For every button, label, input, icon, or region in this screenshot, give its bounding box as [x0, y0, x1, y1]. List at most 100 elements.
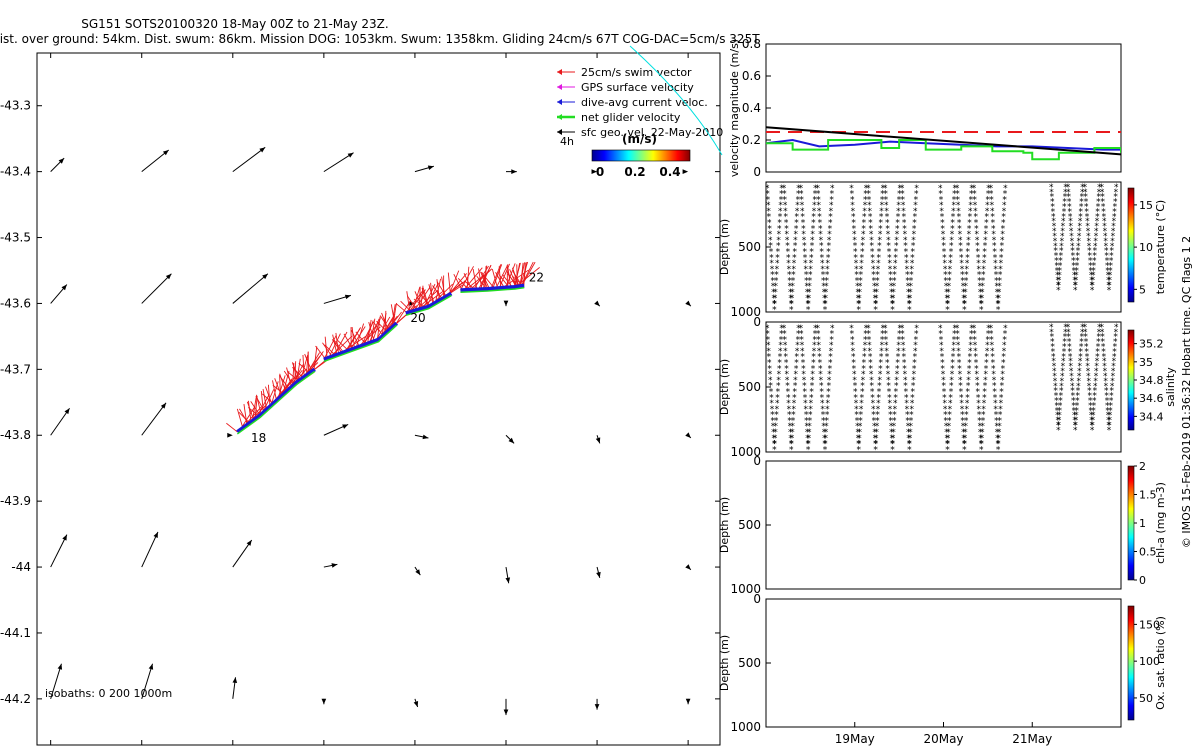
- profile-point: *: [863, 190, 868, 200]
- profile-point: *: [969, 184, 974, 194]
- profile-point: *: [1105, 401, 1110, 411]
- depth-tick-label: 1000: [730, 445, 761, 459]
- oxygen-axes: [765, 598, 1122, 728]
- profile-point: *: [849, 178, 854, 188]
- profile-point: *: [1078, 222, 1083, 232]
- profile-point: *: [1112, 217, 1117, 227]
- geo-velocity-arrowhead: [594, 704, 600, 710]
- profile-point: *: [1074, 271, 1079, 281]
- profile-point: *: [903, 376, 908, 386]
- profile-point: *: [799, 190, 804, 200]
- profile-point: *: [879, 359, 884, 369]
- profile-point: *: [806, 440, 811, 450]
- profile-point: *: [892, 276, 897, 286]
- depth-tick-label: 1000: [730, 720, 761, 734]
- map-ytick-label: -44: [11, 560, 31, 574]
- profile-point: *: [773, 434, 778, 444]
- profile-point: *: [1097, 323, 1102, 333]
- profile-point: *: [1081, 318, 1086, 328]
- profile-point: *: [872, 416, 877, 426]
- profile-point: *: [803, 253, 808, 263]
- profile-point: *: [1078, 212, 1083, 222]
- profile-point: *: [806, 300, 811, 310]
- profile-point: *: [1054, 261, 1059, 271]
- profile-point: *: [872, 288, 877, 298]
- profile-point: *: [887, 399, 892, 409]
- profile-point: *: [1114, 178, 1119, 188]
- profile-point: *: [896, 347, 901, 357]
- profile-point: *: [895, 219, 900, 229]
- profile-point: *: [1049, 178, 1054, 188]
- profile-point: *: [802, 376, 807, 386]
- map-ytick-label: -43.6: [0, 296, 31, 310]
- profile-point: *: [805, 422, 810, 432]
- geo-velocity-arrow: [141, 531, 159, 568]
- profile-point: *: [1096, 333, 1101, 343]
- profile-point: *: [826, 253, 831, 263]
- profile-point: *: [998, 405, 1003, 415]
- profile-point: *: [883, 318, 888, 328]
- profile-point: *: [886, 376, 891, 386]
- profile-point: *: [820, 399, 825, 409]
- profile-point: *: [959, 387, 964, 397]
- profile-point: *: [1061, 217, 1066, 227]
- colorbar-tick-label: 5: [1139, 283, 1146, 296]
- profile-point: *: [827, 382, 832, 392]
- profile-point: *: [977, 271, 982, 281]
- chla-colorbar-label: chl-a (mg m-3): [1154, 482, 1167, 564]
- profile-point: *: [1003, 178, 1008, 188]
- geo-velocity-arrowhead: [682, 169, 689, 174]
- profile-point: *: [975, 242, 980, 252]
- profile-point: *: [906, 428, 911, 438]
- profile-point: *: [1109, 252, 1114, 262]
- profile-point: *: [829, 347, 834, 357]
- profile-point: *: [806, 445, 811, 455]
- profile-point: *: [891, 428, 896, 438]
- map-ytick-label: -44.2: [0, 692, 31, 706]
- profile-point: *: [794, 219, 799, 229]
- profile-point: *: [952, 195, 957, 205]
- profile-point: *: [896, 213, 901, 223]
- profile-point: *: [995, 288, 1000, 298]
- profile-point: *: [773, 428, 778, 438]
- profile-point: *: [850, 195, 855, 205]
- profile-point: *: [1059, 252, 1064, 262]
- profile-point: *: [955, 330, 960, 340]
- profile-point: *: [906, 282, 911, 292]
- profile-point: *: [827, 376, 832, 386]
- profile-point: *: [989, 184, 994, 194]
- profile-point: *: [953, 178, 958, 188]
- profile-point: *: [818, 370, 823, 380]
- profile-point: *: [902, 224, 907, 234]
- profile-point: *: [909, 276, 914, 286]
- profile-point: *: [901, 195, 906, 205]
- swim-vector: [262, 393, 274, 404]
- profile-point: *: [1049, 323, 1054, 333]
- profile-point: *: [779, 330, 784, 340]
- profile-point: *: [1068, 217, 1073, 227]
- profile-point: *: [948, 399, 953, 409]
- profile-point: *: [988, 318, 993, 328]
- profile-point: *: [799, 195, 804, 205]
- geo-velocity-arrowhead: [259, 147, 266, 153]
- profile-point: *: [964, 411, 969, 421]
- profile-point: *: [948, 253, 953, 263]
- profile-point: *: [868, 219, 873, 229]
- geo-velocity-arrowhead: [232, 677, 238, 684]
- profile-point: *: [858, 276, 863, 286]
- profile-point: *: [968, 213, 973, 223]
- profile-point: *: [1063, 323, 1068, 333]
- profile-point: *: [939, 195, 944, 205]
- profile-point: *: [773, 288, 778, 298]
- profile-point: *: [953, 318, 958, 328]
- profile-point: *: [1079, 347, 1084, 357]
- profile-point: *: [854, 265, 859, 275]
- profile-point: *: [962, 445, 967, 455]
- profile-point: *: [810, 376, 815, 386]
- geo-velocity-arrowhead: [153, 531, 158, 538]
- profile-point: *: [900, 184, 905, 194]
- profile-point: *: [767, 364, 772, 374]
- profile-point: *: [906, 288, 911, 298]
- profile-point: *: [828, 219, 833, 229]
- profile-point: *: [1095, 352, 1100, 362]
